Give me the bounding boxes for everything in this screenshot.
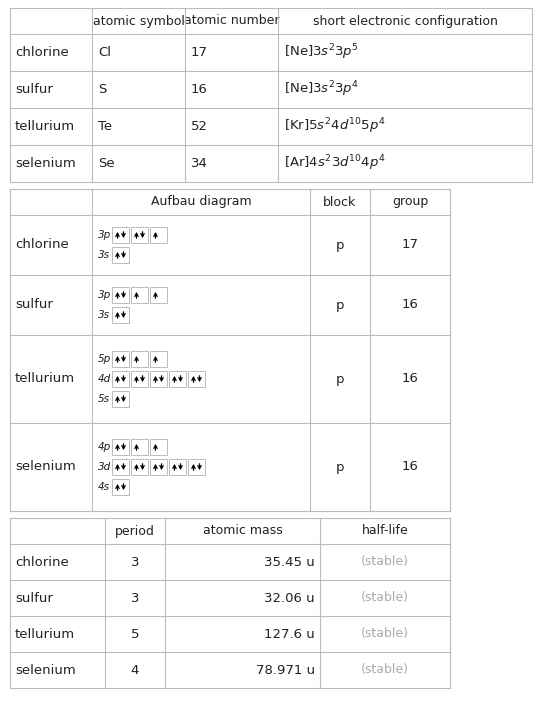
Text: 52: 52 xyxy=(191,120,208,133)
Bar xyxy=(150,439,167,455)
Text: 3: 3 xyxy=(131,591,139,604)
Text: group: group xyxy=(392,196,428,209)
Text: sulfur: sulfur xyxy=(15,591,53,604)
Text: [Ne]3$s^2$3$p^5$: [Ne]3$s^2$3$p^5$ xyxy=(284,43,359,62)
Text: atomic symbol: atomic symbol xyxy=(93,14,184,27)
Bar xyxy=(112,439,129,455)
Text: selenium: selenium xyxy=(15,664,76,677)
Text: [Ar]4$s^2$3$d^{10}$4$p^4$: [Ar]4$s^2$3$d^{10}$4$p^4$ xyxy=(284,154,386,173)
Text: Se: Se xyxy=(98,157,114,170)
Text: Te: Te xyxy=(98,120,112,133)
Text: Aufbau diagram: Aufbau diagram xyxy=(151,196,251,209)
Text: 3s: 3s xyxy=(98,310,110,320)
Text: (stable): (stable) xyxy=(361,555,409,568)
Text: 4s: 4s xyxy=(98,482,110,492)
Text: atomic mass: atomic mass xyxy=(203,524,282,537)
Text: 3p: 3p xyxy=(98,230,111,240)
Text: chlorine: chlorine xyxy=(15,555,69,568)
Text: 32.06 u: 32.06 u xyxy=(264,591,315,604)
Text: 35.45 u: 35.45 u xyxy=(264,555,315,568)
Bar xyxy=(131,459,148,475)
Text: p: p xyxy=(335,298,344,311)
Bar xyxy=(150,227,167,243)
Text: chlorine: chlorine xyxy=(15,238,69,251)
Text: tellurium: tellurium xyxy=(15,373,75,386)
Text: S: S xyxy=(98,83,106,96)
Text: period: period xyxy=(115,524,155,537)
Text: 3d: 3d xyxy=(98,462,111,472)
Text: 3s: 3s xyxy=(98,250,110,260)
Bar xyxy=(150,371,167,387)
Text: 17: 17 xyxy=(402,238,418,251)
Text: 16: 16 xyxy=(191,83,208,96)
Text: 3p: 3p xyxy=(98,290,111,300)
Text: 127.6 u: 127.6 u xyxy=(264,627,315,640)
Bar xyxy=(112,351,129,367)
Text: sulfur: sulfur xyxy=(15,298,53,311)
Text: 17: 17 xyxy=(191,46,208,59)
Text: 78.971 u: 78.971 u xyxy=(256,664,315,677)
Text: (stable): (stable) xyxy=(361,664,409,677)
Text: 5: 5 xyxy=(131,627,139,640)
Text: half-life: half-life xyxy=(362,524,408,537)
Bar xyxy=(112,227,129,243)
Text: 34: 34 xyxy=(191,157,208,170)
Bar xyxy=(131,351,148,367)
Bar xyxy=(112,479,129,495)
Bar xyxy=(112,371,129,387)
Bar xyxy=(131,227,148,243)
Text: atomic number: atomic number xyxy=(184,14,279,27)
Text: short electronic configuration: short electronic configuration xyxy=(313,14,498,27)
Bar xyxy=(188,371,205,387)
Text: block: block xyxy=(324,196,357,209)
Bar xyxy=(131,371,148,387)
Bar xyxy=(150,351,167,367)
Text: 16: 16 xyxy=(402,373,418,386)
Bar xyxy=(112,307,129,323)
Bar xyxy=(112,391,129,407)
Bar xyxy=(188,459,205,475)
Text: 5s: 5s xyxy=(98,394,110,404)
Text: 16: 16 xyxy=(402,461,418,474)
Bar xyxy=(131,439,148,455)
Bar xyxy=(112,459,129,475)
Text: (stable): (stable) xyxy=(361,627,409,640)
Text: Cl: Cl xyxy=(98,46,111,59)
Text: tellurium: tellurium xyxy=(15,627,75,640)
Text: p: p xyxy=(335,238,344,251)
Text: 4: 4 xyxy=(131,664,139,677)
Text: 16: 16 xyxy=(402,298,418,311)
Bar xyxy=(112,287,129,303)
Text: [Ne]3$s^2$3$p^4$: [Ne]3$s^2$3$p^4$ xyxy=(284,79,359,100)
Bar xyxy=(150,459,167,475)
Text: [Kr]5$s^2$4$d^{10}$5$p^4$: [Kr]5$s^2$4$d^{10}$5$p^4$ xyxy=(284,117,385,136)
Text: tellurium: tellurium xyxy=(15,120,75,133)
Bar xyxy=(169,371,186,387)
Text: 4p: 4p xyxy=(98,442,111,452)
Bar xyxy=(150,287,167,303)
Text: (stable): (stable) xyxy=(361,591,409,604)
Text: p: p xyxy=(335,373,344,386)
Bar xyxy=(112,247,129,263)
Text: 3: 3 xyxy=(131,555,139,568)
Text: 5p: 5p xyxy=(98,354,111,364)
Text: selenium: selenium xyxy=(15,461,76,474)
Text: 4d: 4d xyxy=(98,374,111,384)
Text: selenium: selenium xyxy=(15,157,76,170)
Text: sulfur: sulfur xyxy=(15,83,53,96)
Bar xyxy=(131,287,148,303)
Text: chlorine: chlorine xyxy=(15,46,69,59)
Bar xyxy=(169,459,186,475)
Text: p: p xyxy=(335,461,344,474)
